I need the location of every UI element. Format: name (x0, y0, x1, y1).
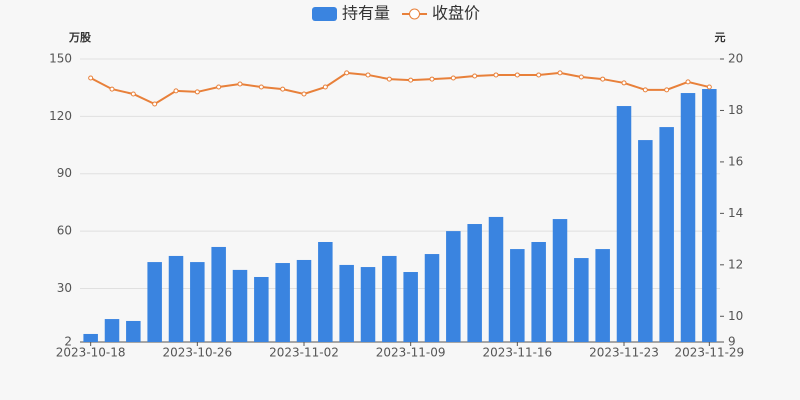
legend-label: 持有量 (342, 4, 390, 23)
bar (360, 267, 376, 342)
price-point (578, 74, 584, 80)
price-point (685, 79, 691, 85)
y-tick-label: 60 (57, 224, 72, 238)
price-point (450, 75, 456, 81)
price-point (109, 86, 115, 92)
bar (552, 219, 568, 342)
price-point (429, 76, 435, 82)
y-tick-label: 30 (57, 281, 72, 295)
bar (488, 216, 504, 342)
bar (446, 231, 461, 342)
bar (424, 254, 440, 342)
bar (403, 272, 418, 342)
price-point (514, 72, 520, 78)
y-tick-label: 150 (49, 52, 72, 66)
x-tick-label: 2023-11-09 (376, 346, 446, 360)
legend-label: 收盘价 (432, 4, 480, 23)
bar (254, 276, 269, 342)
bar (339, 264, 354, 342)
price-point (194, 89, 200, 95)
price-point (621, 80, 627, 86)
x-tick-label: 2023-10-26 (162, 346, 232, 360)
price-point (216, 84, 222, 90)
price-point (130, 91, 136, 97)
y2-tick-label: 16 (728, 154, 743, 168)
price-point (408, 77, 414, 83)
bar (83, 333, 98, 342)
price-point (280, 86, 286, 92)
bar (574, 258, 589, 342)
price-point (173, 88, 179, 94)
bar (296, 259, 312, 342)
price-point (88, 75, 94, 81)
bar (510, 249, 525, 342)
y-tick-label: 120 (49, 109, 72, 123)
bar (232, 269, 248, 342)
bar (595, 249, 610, 342)
bar (147, 262, 162, 342)
price-point (365, 72, 371, 78)
y2-tick-label: 10 (728, 309, 743, 323)
price-point (706, 84, 712, 90)
legend-swatch (312, 7, 337, 21)
x-tick-label: 2023-11-02 (269, 346, 339, 360)
price-point (322, 84, 328, 90)
y2-tick-label: 12 (728, 257, 743, 271)
y2-tick-label: 18 (728, 103, 743, 117)
bar (680, 93, 696, 342)
price-point (557, 70, 563, 76)
price-point (258, 84, 264, 90)
bar (318, 241, 333, 342)
bar (211, 246, 226, 342)
price-point (642, 87, 648, 93)
bar (190, 262, 205, 342)
bar (126, 320, 141, 342)
bar (702, 89, 717, 343)
y2-tick-label: 9 (728, 335, 736, 349)
x-tick-label: 2023-11-29 (674, 346, 744, 360)
bar (275, 263, 290, 342)
price-point (493, 72, 499, 78)
x-tick-label: 2023-11-23 (589, 346, 659, 360)
x-tick-label: 2023-11-16 (482, 346, 552, 360)
bar (659, 127, 674, 343)
price-line (90, 71, 710, 106)
price-point (152, 101, 158, 107)
bar (467, 224, 482, 342)
bar (531, 241, 546, 342)
x-tick-label: 2023-10-18 (56, 346, 126, 360)
price-point (664, 87, 670, 93)
price-point (386, 76, 392, 82)
price-point (600, 76, 606, 82)
bar (638, 140, 653, 342)
y-tick-label: 2 (64, 335, 72, 349)
price-point (301, 91, 307, 97)
y-axis-label: 万股 (68, 31, 92, 44)
bar (104, 319, 120, 342)
y-tick-label: 90 (57, 166, 72, 180)
price-point (472, 73, 478, 79)
price-point (536, 72, 542, 78)
price-point (344, 70, 350, 76)
bar (382, 255, 397, 342)
price-point (237, 81, 243, 87)
bar (616, 106, 632, 343)
y2-tick-label: 14 (728, 206, 743, 220)
y2-axis-label: 元 (715, 31, 726, 44)
legend-swatch (409, 8, 421, 20)
y2-tick-label: 20 (728, 52, 743, 66)
bar (168, 255, 184, 342)
